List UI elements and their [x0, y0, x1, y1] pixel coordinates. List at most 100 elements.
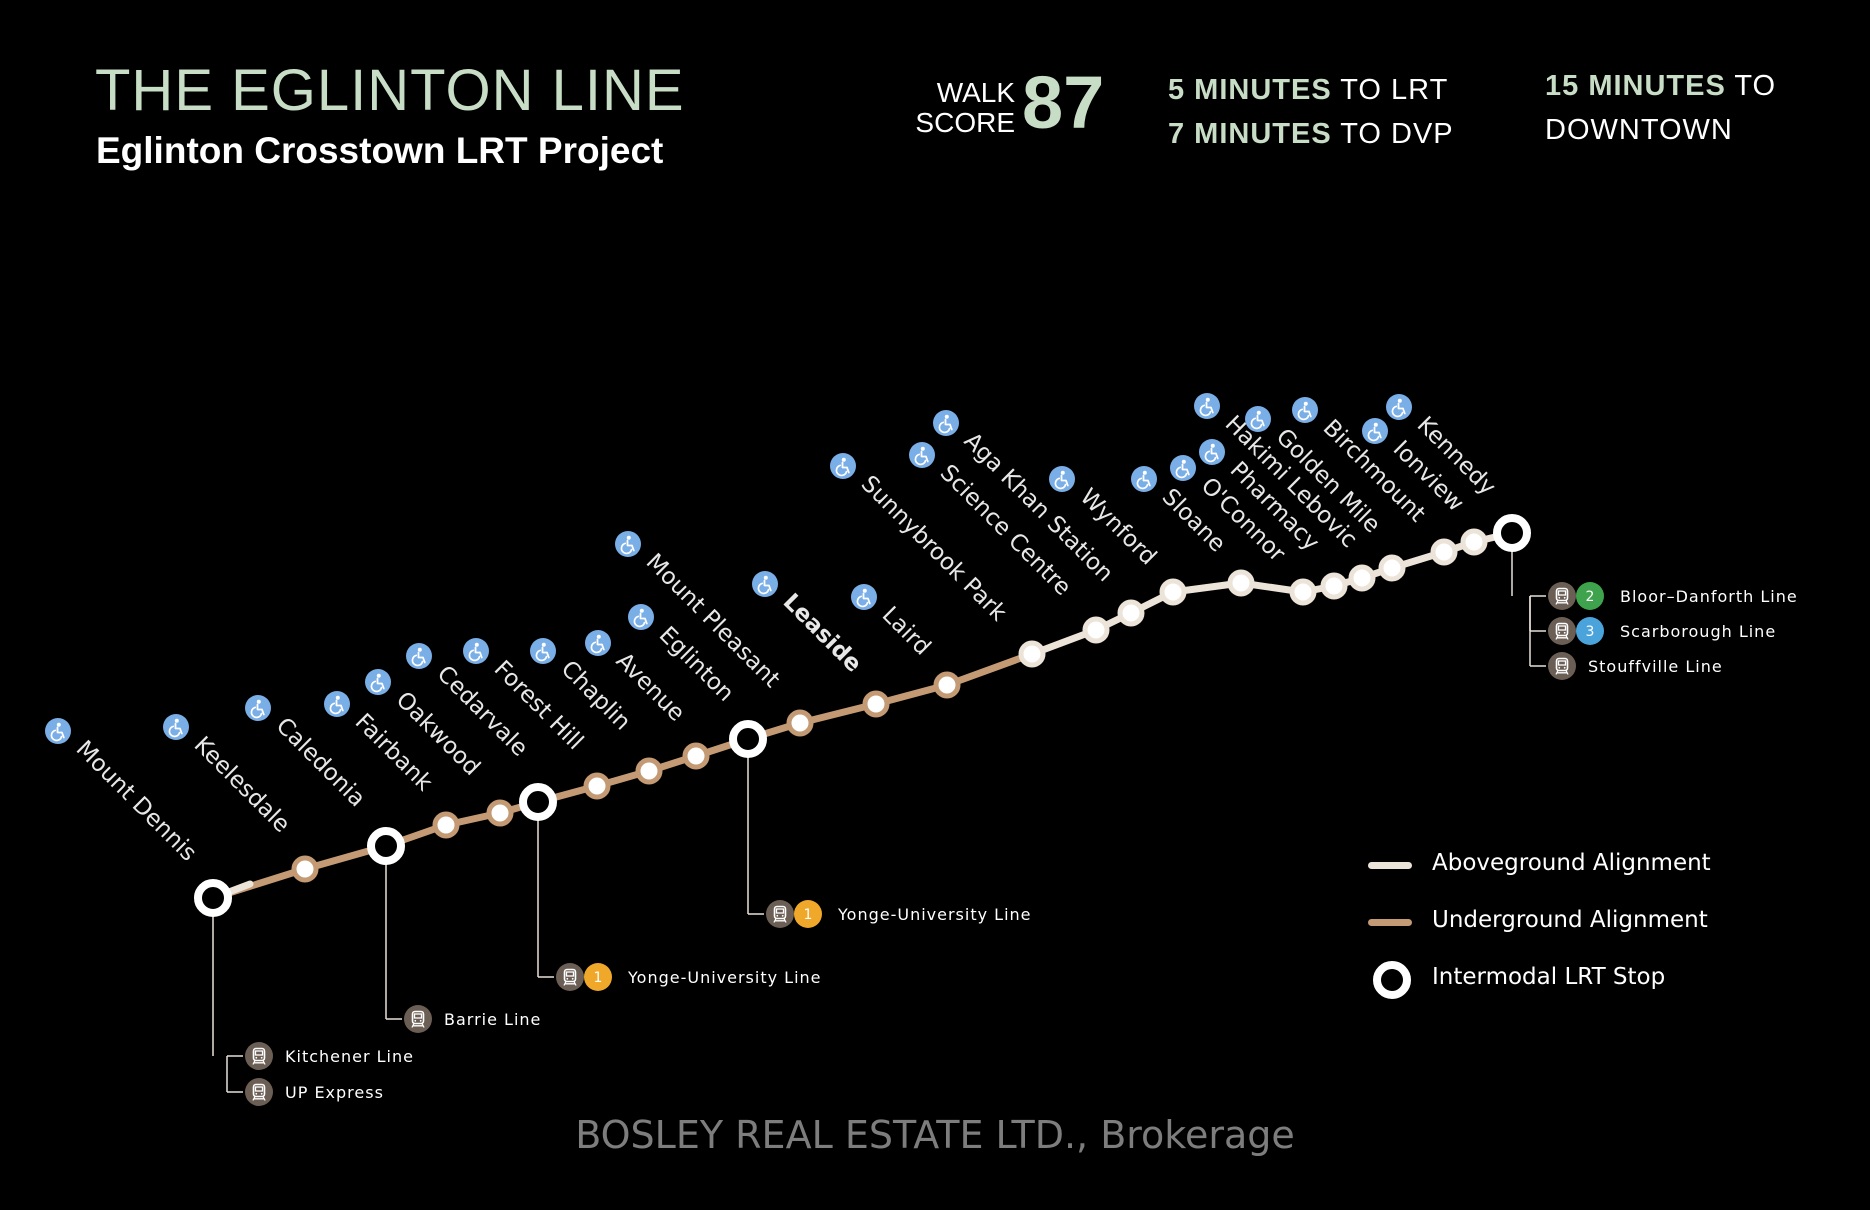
commute-dvp-highlight: 7 MINUTES	[1168, 118, 1332, 150]
accessible-icon	[1170, 455, 1196, 481]
legend-underground-label: Underground Alignment	[1432, 907, 1708, 933]
connection-label: Kitchener Line	[285, 1047, 414, 1066]
stop-birchmount[interactable]	[1430, 538, 1458, 566]
accessible-icon	[1386, 394, 1412, 420]
accessible-icon	[830, 453, 856, 479]
stop-oakwood[interactable]	[486, 799, 514, 827]
stop-keelesdale[interactable]	[291, 855, 319, 883]
accessible-icon	[1131, 466, 1157, 492]
station-label-mount-dennis: Mount Dennis	[45, 718, 201, 867]
accessible-icon	[1049, 466, 1075, 492]
commute-downtown: 15 MINUTES TO DOWNTOWN	[1545, 64, 1776, 152]
stop-pharmacy[interactable]	[1320, 572, 1348, 600]
commute-dvp: 7 MINUTES TO DVP	[1168, 112, 1454, 156]
train-icon	[1548, 582, 1576, 610]
station-label-laird: Laird	[851, 584, 935, 661]
commute-times: 5 MINUTES TO LRT 7 MINUTES TO DVP	[1168, 68, 1454, 156]
brokerage-footer: BOSLEY REAL ESTATE LTD., Brokerage	[575, 1113, 1295, 1157]
train-icon	[556, 963, 584, 991]
stop-mount-pleasant[interactable]	[786, 709, 814, 737]
line-badge-number: 2	[1586, 589, 1595, 605]
commute-dvp-text: TO DVP	[1331, 118, 1454, 150]
accessible-icon	[406, 643, 432, 669]
intermodal-stop-mount-dennis[interactable]	[194, 879, 232, 917]
stop-avenue[interactable]	[682, 742, 710, 770]
connection-yonge-university-line: 1 Yonge-University Line	[556, 963, 822, 991]
connection-label: Yonge-University Line	[627, 968, 822, 987]
station-name: Keelesdale	[189, 732, 295, 838]
accessible-icon	[45, 718, 71, 744]
accessible-icon	[1245, 406, 1271, 432]
line-badge-number: 3	[1586, 624, 1595, 640]
stop-laird[interactable]	[933, 671, 961, 699]
stop-science-centre[interactable]	[1082, 616, 1110, 644]
accessible-icon	[933, 410, 959, 436]
stop-ionview[interactable]	[1460, 528, 1488, 556]
commute-downtown-line1: 15 MINUTES TO	[1545, 64, 1776, 108]
accessible-icon	[585, 630, 611, 656]
accessible-icon	[324, 691, 350, 717]
legend-intermodal-label: Intermodal LRT Stop	[1432, 964, 1666, 990]
accessible-icon	[1199, 439, 1225, 465]
underground-swatch	[1368, 919, 1412, 926]
train-icon	[1548, 617, 1576, 645]
intermodal-stop-eglinton[interactable]	[729, 720, 767, 758]
intermodal-stop-icon	[1373, 961, 1411, 999]
stop-aga-khan-station[interactable]	[1117, 599, 1145, 627]
commute-lrt-text: TO LRT	[1331, 74, 1449, 106]
line-badge-circle	[1576, 617, 1604, 645]
connection-bloor-danforth-line: 2 Bloor–Danforth Line	[1548, 582, 1798, 610]
accessible-icon	[615, 531, 641, 557]
intermodal-stop-caledonia[interactable]	[367, 827, 405, 865]
accessible-icon	[909, 442, 935, 468]
train-icon	[245, 1078, 273, 1106]
stop-forest-hill[interactable]	[583, 772, 611, 800]
stop-sloane[interactable]	[1227, 569, 1255, 597]
page-subtitle: Eglinton Crosstown LRT Project	[96, 130, 664, 171]
train-icon	[245, 1042, 273, 1070]
accessible-icon	[163, 714, 189, 740]
page-title: THE EGLINTON LINE	[95, 58, 685, 123]
commute-downtown-line2: DOWNTOWN	[1545, 114, 1733, 146]
train-icon	[404, 1005, 432, 1033]
accessible-icon	[1292, 397, 1318, 423]
stop-sunnybrook-park[interactable]	[1018, 640, 1046, 668]
connection-up-express: UP Express	[245, 1078, 384, 1106]
connection-label: UP Express	[285, 1083, 384, 1102]
stop-chaplin[interactable]	[635, 757, 663, 785]
stop-golden-mile[interactable]	[1378, 554, 1406, 582]
intermodal-stop-cedarvale[interactable]	[519, 783, 557, 821]
line-badge-circle	[794, 900, 822, 928]
accessible-icon	[245, 695, 271, 721]
connection-yonge-university-line: 1 Yonge-University Line	[766, 900, 1031, 928]
commute-downtown-highlight: 15 MINUTES	[1545, 70, 1726, 102]
commute-lrt-highlight: 5 MINUTES	[1168, 74, 1332, 106]
accessible-icon	[628, 604, 654, 630]
connection-label: Scarborough Line	[1620, 622, 1776, 641]
connection-label: Stouffville Line	[1588, 657, 1723, 676]
stop-wynford[interactable]	[1159, 578, 1187, 606]
line-badge-number: 1	[804, 907, 813, 923]
intermodal-stop-kennedy[interactable]	[1493, 514, 1531, 552]
line-badge-circle	[1576, 582, 1604, 610]
connection-label: Bloor–Danforth Line	[1620, 587, 1798, 606]
stop-leaside[interactable]	[862, 690, 890, 718]
legend-aboveground-label: Aboveground Alignment	[1432, 850, 1711, 876]
aboveground-swatch	[1368, 862, 1412, 869]
station-name: Laird	[877, 602, 936, 661]
connection-stouffville-line: Stouffville Line	[1548, 652, 1723, 680]
train-icon	[1548, 652, 1576, 680]
walk-score-label-line2: SCORE	[915, 107, 1015, 138]
connection-kitchener-line: Kitchener Line	[245, 1042, 414, 1070]
stop-fairbank[interactable]	[432, 811, 460, 839]
station-name: Mount Dennis	[71, 736, 202, 867]
stop-hakimi-lebovic[interactable]	[1348, 564, 1376, 592]
accessible-icon	[752, 571, 778, 597]
stop-o-connor[interactable]	[1289, 578, 1317, 606]
accessible-icon	[463, 638, 489, 664]
connection-barrie-line: Barrie Line	[404, 1005, 540, 1033]
accessible-icon	[1362, 418, 1388, 444]
walk-score-label: WALK SCORE	[895, 78, 1015, 138]
